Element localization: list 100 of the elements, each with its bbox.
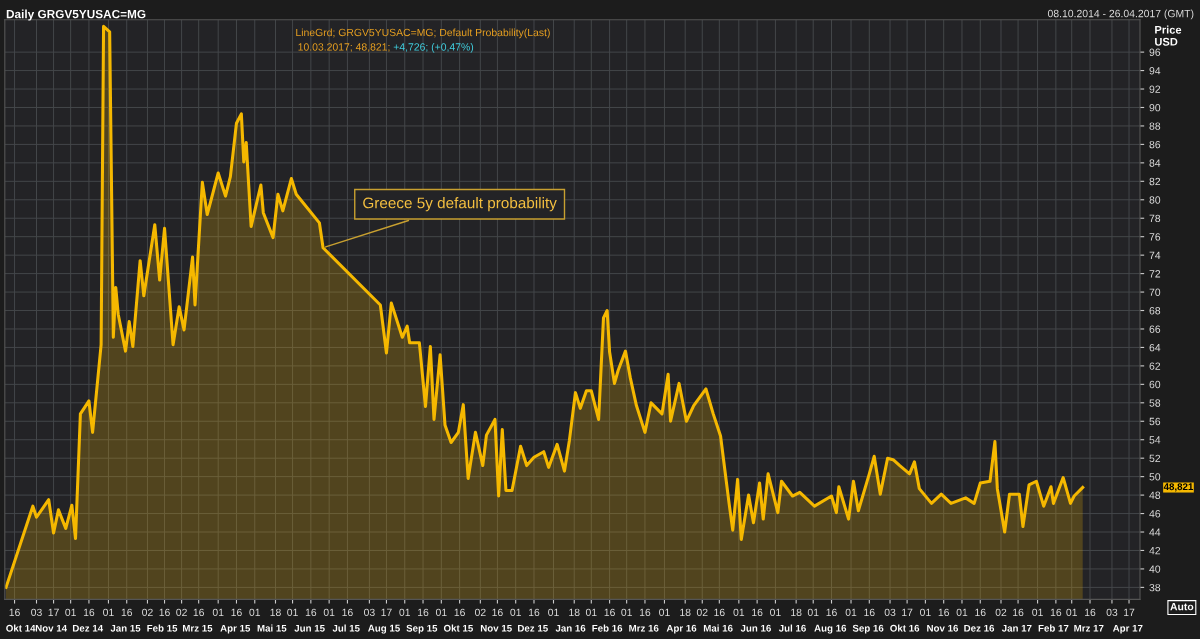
x2-tick-label: Jun 16: [740, 624, 771, 632]
x-tick-label: 17: [1124, 608, 1135, 616]
x2-tick-label: Feb 15: [147, 624, 178, 632]
annotation: LineGrd; GRGV5YUSAC=MG; Default Probability(Last): [296, 28, 550, 39]
y-tick-label: 50: [1149, 473, 1161, 481]
x-tick-label: 01: [510, 608, 521, 617]
x-tick-label: 01: [323, 608, 335, 617]
x-tick-label: 16: [492, 608, 503, 617]
x2-tick-label: Nov 16: [927, 624, 959, 632]
x-tick-label: 16: [83, 608, 95, 617]
x-tick-label: 01: [399, 608, 411, 617]
annotation: +4,726; (+0,47%): [393, 42, 474, 53]
x-tick-label: 16: [826, 608, 837, 617]
x-tick-label: 16: [121, 608, 133, 617]
x-tick-label: 01: [103, 608, 114, 617]
y-tick-label: 46: [1149, 510, 1161, 518]
y-tick-label: 54: [1149, 436, 1161, 444]
y-tick-label: 94: [1149, 67, 1161, 75]
x-tick-label: 16: [231, 608, 242, 617]
y-tick-label: 44: [1149, 528, 1161, 536]
y-tick-label: 68: [1149, 307, 1161, 315]
x-tick-label: 16: [418, 608, 429, 617]
y-tick-label: 74: [1149, 251, 1161, 259]
x-tick-label: 03: [31, 608, 42, 617]
annotation: Greece 5y default probability: [363, 197, 557, 212]
y-tick-label: 70: [1149, 288, 1161, 296]
y-tick-label: 62: [1149, 362, 1161, 370]
x-tick-label: 01: [65, 608, 76, 617]
y-tick-label: 56: [1149, 417, 1161, 426]
x2-tick-label: Jan 17: [1001, 624, 1032, 632]
x-tick-label: 18: [569, 608, 580, 617]
x-tick-label: 01: [287, 608, 298, 617]
x-tick-label: 16: [864, 608, 875, 617]
x2-tick-label: Okt 14: [6, 624, 36, 632]
x-tick-label: 16: [193, 608, 205, 617]
x2-tick-label: Nov 14: [35, 624, 68, 632]
x-tick-label: 01: [845, 608, 857, 617]
x2-tick-label: Jul 15: [332, 624, 360, 632]
x2-tick-label: Apr 16: [666, 624, 697, 634]
x-tick-label: 02: [696, 608, 708, 617]
y-tick-label: 82: [1149, 177, 1161, 186]
y-tick-label: 92: [1149, 85, 1161, 93]
x2-tick-label: Nov 15: [480, 624, 512, 632]
x2-tick-label: Mrz 17: [1074, 624, 1104, 632]
y-tick-label: 72: [1149, 270, 1161, 278]
x2-tick-label: Okt 16: [890, 624, 920, 632]
x-tick-label: 18: [791, 608, 802, 617]
x-tick-label: 01: [1032, 608, 1043, 617]
y-tick-label: 58: [1149, 399, 1161, 407]
x2-tick-label: Mrz 15: [182, 624, 213, 632]
x2-tick-label: Jul 16: [778, 624, 806, 632]
x-tick-label: 01: [585, 608, 597, 617]
x2-tick-label: Okt 15: [443, 624, 473, 632]
annotation: 10.03.2017; 48,821;: [298, 43, 390, 52]
x-tick-label: 16: [639, 608, 651, 617]
y-tick-label: 42: [1149, 546, 1161, 555]
x-tick-label: 17: [902, 608, 913, 616]
x-tick-label: 01: [920, 608, 931, 617]
y-tick-label: 80: [1149, 196, 1161, 204]
x-tick-label: 01: [1066, 608, 1077, 617]
text: 48,821: [1163, 483, 1194, 492]
x-tick-label: 03: [1106, 608, 1118, 617]
x2-tick-label: Dez 14: [72, 624, 104, 632]
x-tick-label: 18: [680, 608, 691, 617]
y-tick-label: 60: [1149, 380, 1161, 389]
x2-tick-label: Aug 15: [368, 624, 400, 634]
x-tick-label: 16: [528, 608, 540, 617]
x2-tick-label: Dez 16: [964, 624, 995, 632]
x-tick-label: 16: [975, 608, 986, 617]
x-tick-label: 01: [212, 608, 224, 617]
y-tick-label: 52: [1149, 454, 1161, 463]
y-tick-label: 40: [1149, 565, 1161, 573]
x-tick-label: 16: [938, 608, 950, 617]
x-tick-label: 01: [807, 608, 819, 617]
x2-tick-label: Jan 15: [110, 624, 141, 632]
x-tick-label: 16: [1013, 608, 1024, 617]
x2-tick-label: Apr 15: [220, 624, 251, 634]
y-tick-label: 78: [1149, 214, 1161, 223]
x-tick-label: 16: [1085, 608, 1096, 617]
y-tick-label: 88: [1149, 122, 1161, 130]
x2-tick-label: Aug 16: [814, 624, 847, 634]
x-tick-label: 01: [770, 608, 781, 617]
x-tick-label: 02: [176, 608, 187, 617]
text: Auto: [1170, 603, 1194, 611]
x-tick-label: 16: [714, 608, 725, 617]
x-tick-label: 18: [270, 608, 281, 617]
x-tick-label: 16: [9, 608, 20, 617]
x-tick-label: 16: [454, 608, 465, 617]
y-tick-label: 66: [1149, 325, 1161, 333]
y-tick-label: 64: [1149, 343, 1161, 352]
x-tick-label: 01: [435, 608, 447, 617]
x2-tick-label: Sep 16: [852, 624, 884, 634]
x-tick-label: 02: [474, 608, 486, 617]
y-tick-label: 84: [1149, 159, 1161, 167]
x2-tick-label: Feb 16: [592, 624, 623, 632]
x-tick-label: 01: [249, 608, 261, 617]
x-tick-label: 16: [1050, 608, 1062, 617]
x-tick-label: 03: [884, 608, 896, 617]
x-tick-label: 01: [956, 608, 968, 617]
x-tick-label: 01: [659, 608, 670, 617]
